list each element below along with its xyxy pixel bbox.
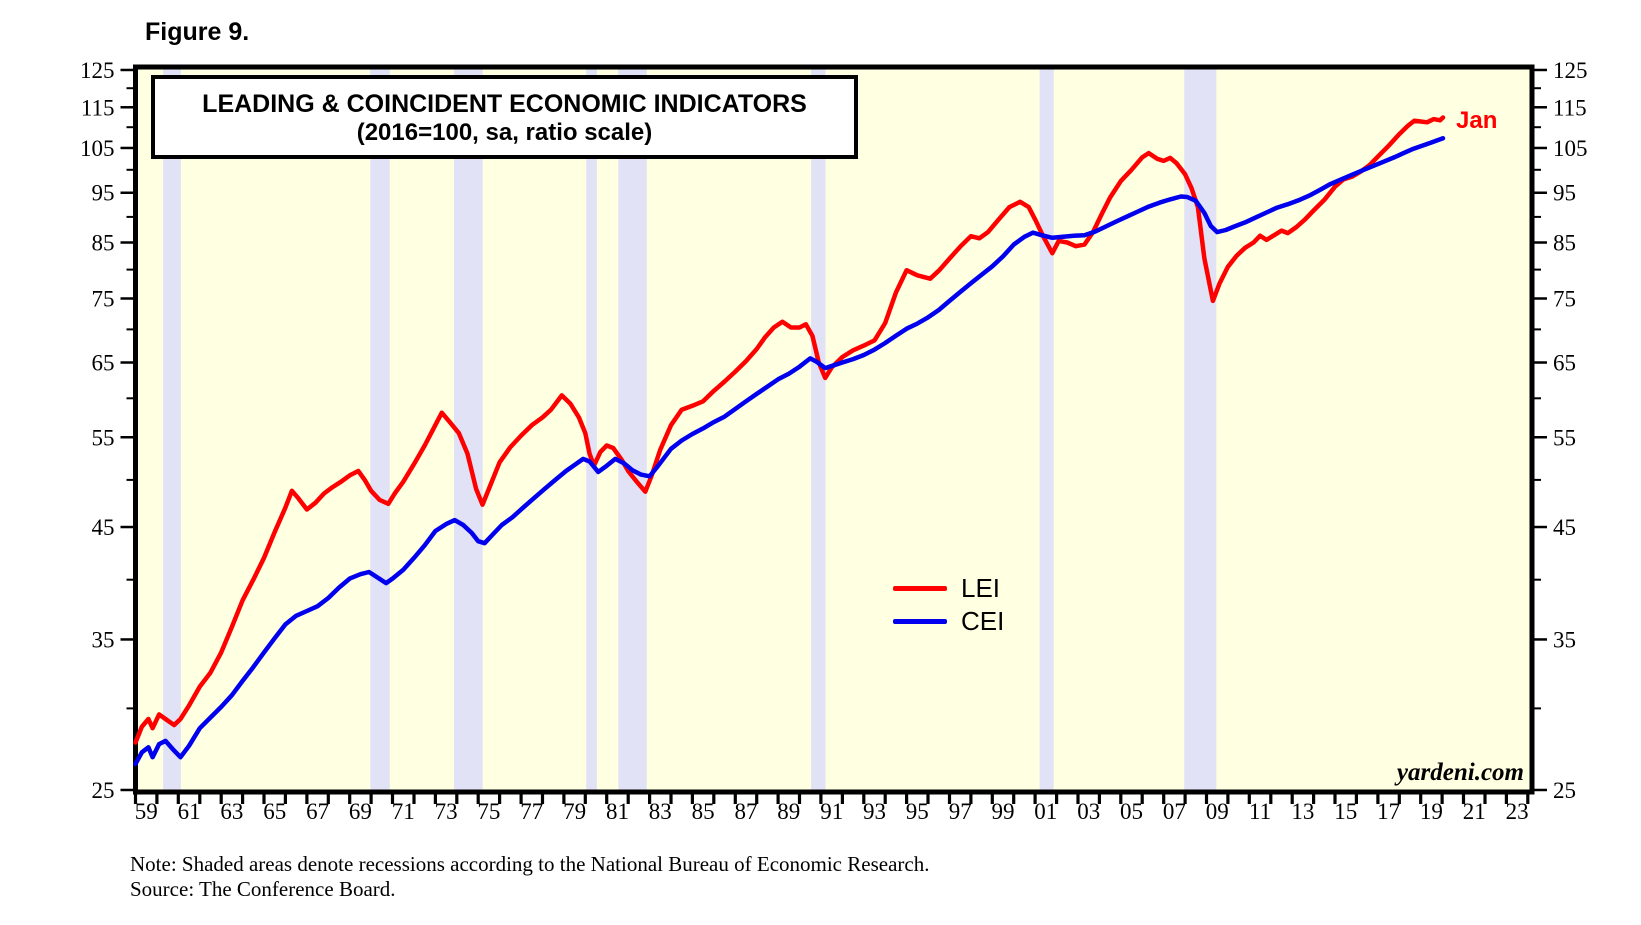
y-axis-label-right: 45: [1553, 515, 1576, 540]
x-axis-label: 03: [1077, 799, 1100, 824]
recession-band: [1039, 67, 1054, 792]
x-axis-label: 69: [349, 799, 372, 824]
x-axis-label: 01: [1034, 799, 1057, 824]
x-axis-label: 83: [649, 799, 672, 824]
y-axis-label-left: 45: [92, 515, 115, 540]
y-axis-label-left: 65: [92, 351, 115, 376]
note-line: Note: Shaded areas denote recessions acc…: [130, 852, 930, 876]
x-axis-label: 09: [1206, 799, 1229, 824]
y-axis-label-right: 55: [1553, 425, 1576, 450]
figure-label: Figure 9.: [145, 18, 250, 46]
recession-band: [586, 67, 597, 792]
x-axis-label: 73: [435, 799, 458, 824]
cei-line: [133, 136, 1446, 767]
x-axis-label: 89: [777, 799, 800, 824]
legend-label-cei: CEI: [961, 606, 1005, 636]
x-axis-label: 87: [735, 799, 758, 824]
chart-subtitle: (2016=100, sa, ratio scale): [356, 119, 653, 146]
x-axis-label: 15: [1334, 799, 1357, 824]
x-axis-label: 23: [1506, 799, 1529, 824]
legend: LEI CEI: [893, 572, 1004, 638]
plot-background: [135, 67, 1532, 792]
y-axis-label-left: 25: [92, 778, 115, 803]
x-axis-label: 71: [392, 799, 415, 824]
source-line: Source: The Conference Board.: [130, 877, 396, 901]
x-axis-label: 63: [220, 799, 243, 824]
legend-label-lei: LEI: [961, 573, 1001, 603]
x-axis-label: 85: [692, 799, 715, 824]
x-axis-label: 99: [992, 799, 1015, 824]
x-axis-label: 05: [1120, 799, 1143, 824]
legend-item-lei: LEI: [893, 572, 1004, 605]
y-axis-label-right: 35: [1553, 627, 1576, 652]
y-axis-label-left: 55: [92, 425, 115, 450]
x-axis-label: 81: [606, 799, 629, 824]
y-axis-label-right: 105: [1553, 136, 1588, 161]
x-axis-label: 19: [1420, 799, 1443, 824]
y-axis-label-right: 125: [1553, 58, 1588, 83]
y-axis-label-left: 95: [92, 181, 115, 206]
x-axis-label: 59: [135, 799, 158, 824]
chart-title-box: LEADING & COINCIDENT ECONOMIC INDICATORS…: [151, 75, 858, 159]
x-axis-label: 91: [820, 799, 843, 824]
y-axis-label-right: 25: [1553, 778, 1576, 803]
legend-item-cei: CEI: [893, 605, 1004, 638]
lei-line: [133, 115, 1446, 745]
recession-band: [370, 67, 390, 792]
y-axis-label-right: 75: [1553, 286, 1576, 311]
y-axis-label-left: 75: [92, 286, 115, 311]
x-axis-label: 79: [563, 799, 586, 824]
y-axis-label-left: 85: [92, 231, 115, 256]
plot-border: [133, 64, 1535, 795]
recession-band: [163, 67, 181, 792]
recession-band: [1184, 67, 1217, 792]
y-axis-label-right: 85: [1553, 231, 1576, 256]
x-axis-label: 97: [949, 799, 972, 824]
x-axis-label: 17: [1377, 799, 1400, 824]
y-axis-label-right: 65: [1553, 351, 1576, 376]
y-axis-label-left: 35: [92, 627, 115, 652]
x-axis-label: 11: [1249, 799, 1271, 824]
recession-band: [811, 67, 826, 792]
recession-band: [618, 67, 647, 792]
y-axis-label-right: 115: [1553, 95, 1587, 120]
x-axis-label: 77: [520, 799, 543, 824]
x-axis-label: 07: [1163, 799, 1186, 824]
x-axis-label: 21: [1463, 799, 1486, 824]
chart-title: LEADING & COINCIDENT ECONOMIC INDICATORS: [202, 90, 807, 118]
x-axis-label: 67: [306, 799, 329, 824]
last-point-annotation: Jan: [1456, 107, 1498, 134]
y-axis-label-right: 95: [1553, 181, 1576, 206]
x-axis-label: 95: [906, 799, 929, 824]
x-axis-label: 61: [178, 799, 201, 824]
y-axis-label-left: 115: [81, 95, 115, 120]
cei-line-swatch: [893, 619, 947, 624]
x-axis-label: 65: [263, 799, 286, 824]
x-axis-label: 13: [1291, 799, 1314, 824]
recession-band: [454, 67, 483, 792]
x-axis-label: 75: [477, 799, 500, 824]
x-axis-label: 93: [863, 799, 886, 824]
footnotes: Note: Shaded areas denote recessions acc…: [130, 852, 929, 902]
y-axis-label-left: 125: [80, 58, 115, 83]
watermark: yardeni.com: [1396, 759, 1524, 786]
y-axis-label-left: 105: [80, 136, 115, 161]
lei-line-swatch: [893, 586, 947, 591]
